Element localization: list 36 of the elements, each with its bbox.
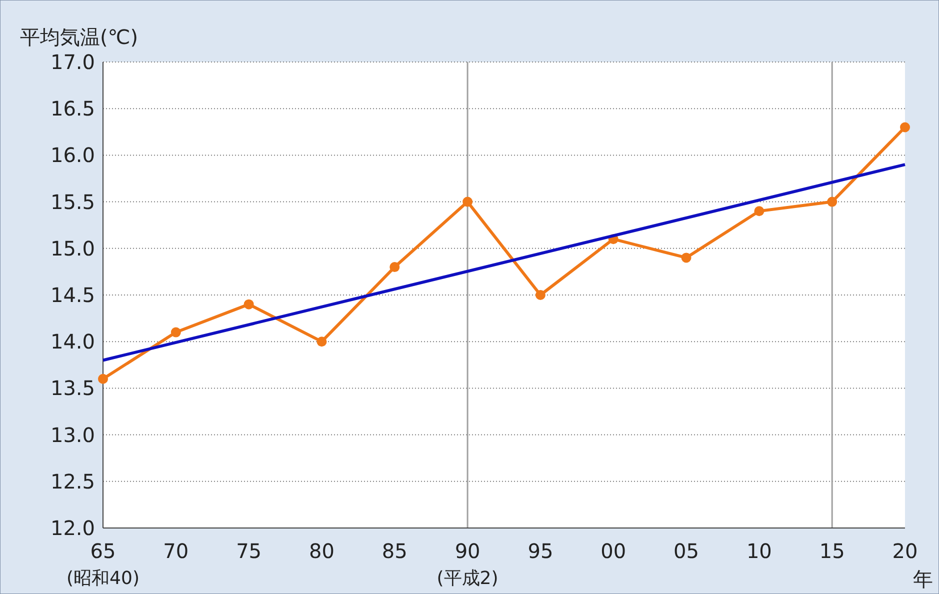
x-tick-label: 70: [163, 539, 189, 563]
x-tick-label: 80: [309, 539, 334, 563]
x-tick-label: 15: [819, 539, 845, 563]
text: 年: [913, 567, 933, 591]
point: [827, 196, 838, 207]
x-tick-label: 05: [674, 539, 699, 563]
y-tick-label: 14.0: [50, 330, 95, 354]
x-tick-label: 90 (平成2): [436, 539, 498, 589]
x-tick-label: 65 (昭和40): [66, 539, 140, 589]
point: [98, 374, 108, 384]
x-tick-label: 75: [236, 539, 262, 563]
y-tick-label: 12.5: [50, 469, 95, 494]
x-tick-label: 20: [892, 539, 918, 563]
y-tick-label: 14.5: [50, 283, 95, 307]
point: [681, 252, 692, 263]
point: [900, 122, 910, 132]
y-tick-label: 13.0: [50, 422, 95, 447]
y-tick-label: 16.5: [50, 96, 95, 121]
y-tick-label: 16.0: [50, 143, 95, 168]
x-tick-label: 10: [746, 539, 772, 563]
x-tick-label: 95: [528, 539, 554, 563]
point: [170, 327, 181, 338]
point: [754, 206, 764, 216]
y-axis-title: 平均気温(℃): [20, 25, 138, 49]
point: [462, 196, 473, 207]
y-tick-label: 15.5: [50, 190, 95, 214]
x-tick-label: 00: [600, 539, 626, 563]
x-tick-label: 85: [382, 539, 408, 563]
point: [535, 290, 546, 300]
point: [390, 262, 400, 272]
y-tick-label: 15.0: [50, 236, 95, 260]
point: [244, 299, 254, 310]
y-tick-label: 17.0: [50, 50, 95, 74]
y-tick-label: 12.0: [50, 516, 95, 540]
point: [316, 336, 327, 347]
y-tick-label: 13.5: [50, 376, 95, 400]
